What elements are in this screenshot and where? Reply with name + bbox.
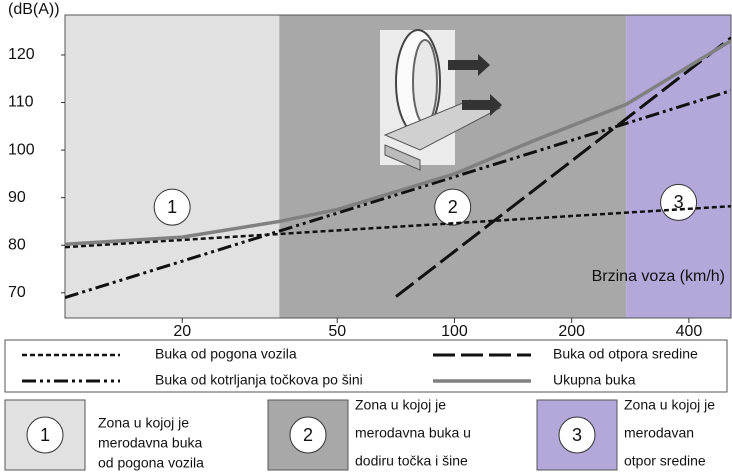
zone-legend-number: 1 [40, 425, 50, 445]
zone-legend: 1 Zona u kojoj je merodavna buka od pogona … [5, 397, 715, 471]
x-tick-label: 50 [328, 323, 346, 340]
zone-legend-number: 2 [303, 425, 313, 445]
y-axis-label: (dB(A)) [8, 1, 60, 18]
y-tick-label: 100 [8, 141, 35, 158]
zone-legend-text: Zona u kojoj je [98, 415, 189, 431]
y-tick-label: 70 [8, 284, 26, 301]
zone-legend-text: otpor sredine [624, 453, 706, 469]
chart: 1 2 3 70 80 90 100 110 120 (dB(A)) 20 50 100 200 400 Br… [0, 0, 732, 473]
zone-legend-text: merodavan [624, 425, 694, 441]
zone-label: 2 [448, 197, 458, 217]
x-tick-label: 200 [558, 323, 585, 340]
x-tick-label: 400 [676, 323, 703, 340]
zone [65, 15, 279, 318]
x-axis-label: Brzina voza (km/h) [592, 268, 725, 285]
legend-label: Ukupna buka [553, 372, 636, 388]
legend-label: Buka od kotrljanja točkova po šini [155, 372, 363, 388]
zone-legend-text: od pogona vozila [98, 455, 204, 471]
zone-legend-text: Zona u kojoj je [624, 397, 715, 413]
zone-legend-number: 3 [572, 425, 582, 445]
zone-legend-text: merodavna buka u [355, 425, 471, 441]
y-tick-label: 120 [8, 46, 35, 63]
y-tick-label: 90 [8, 189, 26, 206]
x-tick-label: 20 [173, 323, 191, 340]
zone-legend-text: dodiru točka i šine [355, 453, 468, 469]
zone-legend-text: Zona u kojoj je [355, 397, 446, 413]
zone-label: 1 [167, 197, 177, 217]
y-tick-label: 110 [8, 94, 34, 111]
legend: Buka od pogona vozila Buka od otpora sred… [5, 340, 727, 392]
zone-legend-text: merodavna buka [98, 435, 203, 451]
legend-label: Buka od pogona vozila [155, 346, 297, 362]
legend-label: Buka od otpora sredine [553, 346, 698, 362]
y-tick-label: 80 [8, 236, 26, 253]
x-tick-label: 100 [441, 323, 468, 340]
